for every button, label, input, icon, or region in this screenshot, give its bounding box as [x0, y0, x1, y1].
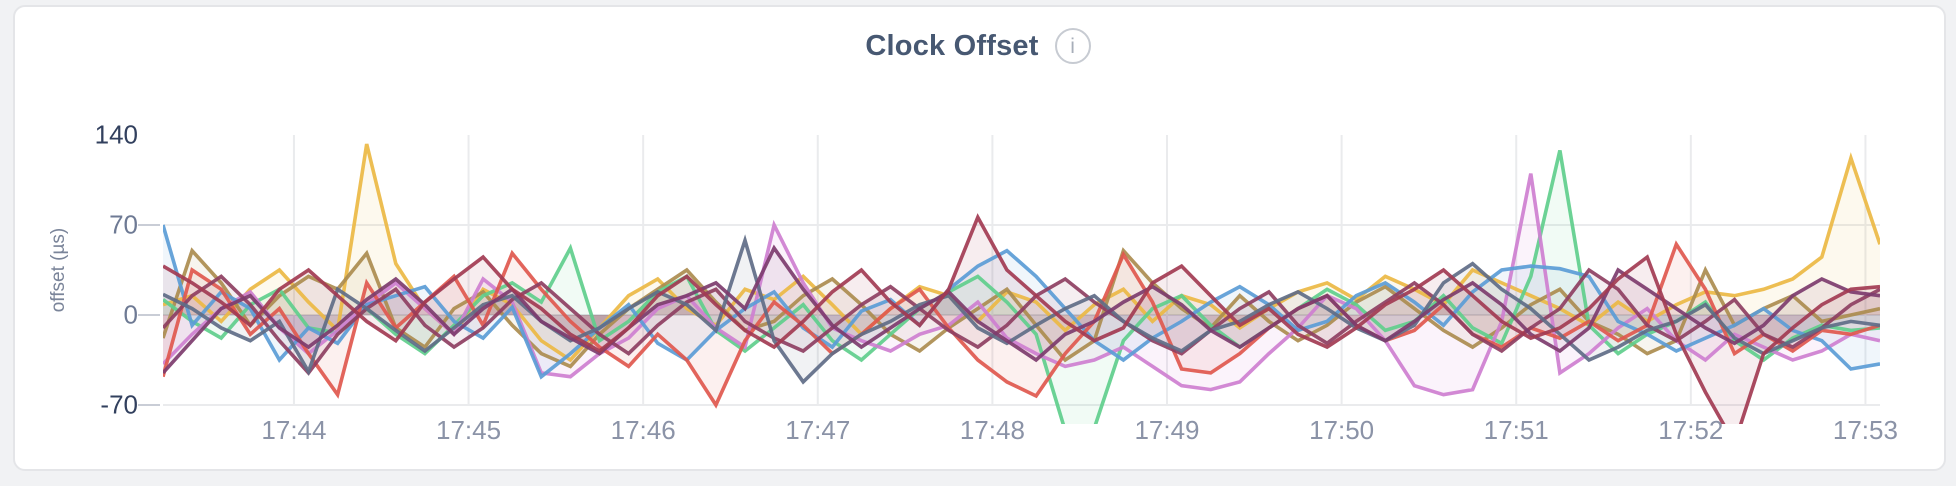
x-tick-label: 17:47: [785, 415, 851, 445]
x-tick-label: 17:45: [436, 415, 502, 445]
x-tick-label: 17:52: [1658, 415, 1724, 445]
series-area-blue: [163, 225, 1880, 377]
chart-header: Clock Offset i: [0, 24, 1956, 68]
series-line-wine: [163, 267, 1880, 376]
series-line-plum: [163, 244, 1880, 375]
series-line-maroon: [163, 213, 1880, 424]
series-area-maroon: [163, 217, 1880, 424]
chart-title: Clock Offset: [865, 29, 1039, 62]
x-tick-label: 17:49: [1134, 415, 1200, 445]
series-area-red: [163, 244, 1880, 405]
info-icon[interactable]: i: [1054, 28, 1091, 64]
x-tick-label: 17:50: [1309, 415, 1375, 445]
y-tick-label: 0: [123, 299, 138, 330]
x-tick-label: 17:46: [610, 415, 676, 445]
x-tick-label: 17:53: [1832, 415, 1898, 445]
y-tick-label: 70: [109, 209, 138, 240]
series-area-wine: [163, 270, 1880, 373]
x-tick-label: 17:48: [959, 415, 1025, 445]
info-icon-glyph: i: [1070, 34, 1075, 58]
x-tick-label: 17:51: [1483, 415, 1549, 445]
y-tick-label: -70: [100, 389, 138, 420]
y-tick-label: 140: [94, 119, 138, 150]
x-tick-label: 17:44: [261, 415, 327, 445]
series-line-blue: [163, 224, 1880, 380]
